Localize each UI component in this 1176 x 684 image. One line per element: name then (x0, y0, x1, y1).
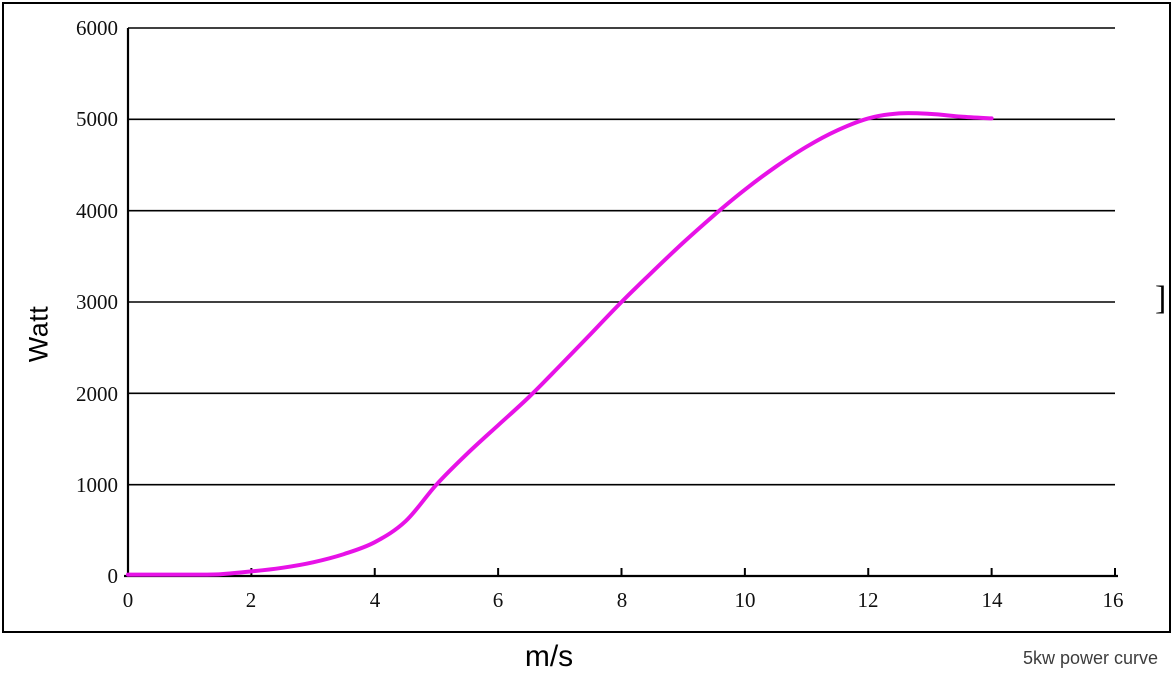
x-tick-label-10: 10 (734, 588, 756, 612)
x-tick-label-6: 6 (492, 588, 504, 612)
y-tick-label-5000: 5000 (76, 107, 118, 131)
chart-frame (2, 2, 1171, 633)
x-tick-label-8: 8 (616, 588, 628, 612)
bracket-artifact: ] (1155, 280, 1167, 317)
x-tick-label-0: 0 (122, 588, 134, 612)
y-tick-label-6000: 6000 (76, 16, 118, 40)
x-tick-label-2: 2 (245, 588, 257, 612)
y-tick-label-3000: 3000 (76, 290, 118, 314)
y-tick-label-0: 0 (107, 564, 119, 588)
y-tick-label-4000: 4000 (76, 199, 118, 223)
x-tick-label-14: 14 (981, 588, 1003, 612)
y-tick-label-2000: 2000 (76, 382, 118, 406)
chart-caption: 5kw power curve (1022, 648, 1158, 668)
y-axis-title: Watt (23, 305, 54, 363)
x-tick-label-4: 4 (369, 588, 381, 612)
y-tick-label-1000: 1000 (76, 473, 118, 497)
x-tick-label-16: 16 (1102, 588, 1124, 612)
x-tick-label-12: 12 (857, 588, 879, 612)
x-axis-title: m/s (524, 640, 574, 673)
